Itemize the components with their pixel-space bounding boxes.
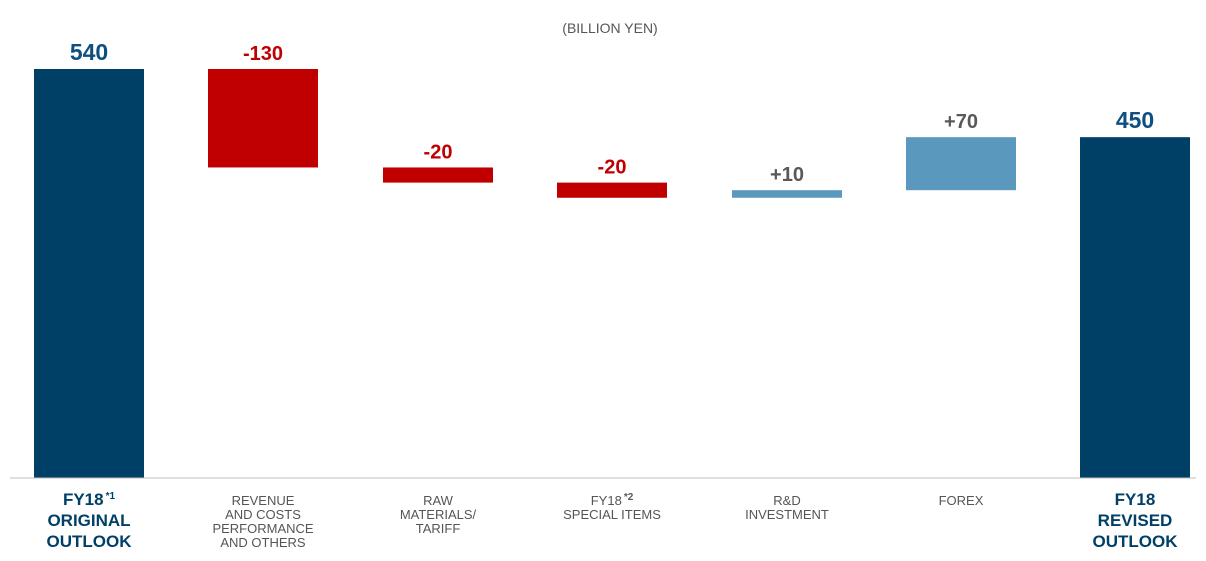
category-label-text: PERFORMANCE [212, 521, 314, 536]
value-label-0: 540 [70, 39, 108, 65]
category-label-line: MATERIALS/ [363, 508, 513, 522]
category-label-text: REVENUE [231, 493, 295, 508]
value-label-6: 450 [1116, 107, 1154, 133]
category-label-text: OUTLOOK [1092, 532, 1178, 551]
category-label-text: ORIGINAL [47, 511, 131, 530]
category-label-line: RAW [363, 494, 513, 508]
category-label-line: REVENUE [188, 494, 338, 508]
value-label-4: +10 [770, 164, 804, 186]
category-label-text: FY18 [1114, 490, 1156, 509]
category-label-text: R&D [773, 493, 801, 508]
category-label-line: FY18 [1060, 489, 1206, 510]
category-label-line: ORIGINAL [14, 510, 164, 531]
value-label-5: +70 [944, 111, 978, 133]
category-label-line: REVISED [1060, 510, 1206, 531]
category-label-line: AND COSTS [188, 508, 338, 522]
category-label-text: FOREX [938, 493, 984, 508]
value-labels-layer: 540 -130 -20 -20 +10 +70 450 [70, 39, 1154, 186]
category-label-line: R&D [712, 494, 862, 508]
category-label-6: FY18 REVISED OUTLOOK [1060, 489, 1206, 552]
category-label-text: MATERIALS/ [399, 507, 477, 522]
footnote-marker: *1 [105, 491, 116, 502]
value-label-3: -20 [598, 157, 627, 179]
category-label-5: FOREX [886, 494, 1036, 508]
category-label-line: OUTLOOK [1060, 531, 1206, 552]
category-label-line: PERFORMANCE [188, 522, 338, 536]
category-label-line: INVESTMENT [712, 508, 862, 522]
category-label-text: OUTLOOK [46, 532, 132, 551]
category-label-line: FY18 *1 [14, 489, 164, 510]
bar-1 [208, 69, 318, 168]
bar-4 [732, 190, 842, 198]
value-label-2: -20 [424, 141, 453, 163]
value-label-1: -130 [243, 43, 283, 65]
category-label-text: FY18 [62, 490, 104, 509]
category-label-text: RAW [423, 493, 453, 508]
category-label-4: R&D INVESTMENT [712, 494, 862, 522]
category-label-line: FY18 *2 [537, 492, 687, 508]
category-label-line: SPECIAL ITEMS [537, 508, 687, 522]
bars-layer [34, 69, 1190, 478]
unit-label: (BILLION YEN) [562, 20, 657, 36]
category-label-text: TARIFF [415, 521, 461, 536]
bar-3 [557, 182, 667, 198]
category-label-line: TARIFF [363, 522, 513, 536]
bar-2 [383, 167, 493, 183]
bar-6 [1080, 137, 1190, 478]
category-label-text: INVESTMENT [745, 507, 829, 522]
category-label-line: AND OTHERS [188, 536, 338, 550]
category-label-1: REVENUE AND COSTS PERFORMANCE AND OTHERS [188, 494, 338, 550]
footnote-marker: *2 [623, 492, 634, 503]
bar-0 [34, 69, 144, 478]
category-label-text: SPECIAL ITEMS [563, 507, 661, 522]
bar-5 [906, 137, 1016, 191]
category-label-text: REVISED [1097, 511, 1173, 530]
category-label-line: FOREX [886, 494, 1036, 508]
category-label-2: RAW MATERIALS/TARIFF [363, 494, 513, 536]
category-label-0: FY18 *1 ORIGINAL OUTLOOK [14, 489, 164, 552]
category-label-3: FY18 *2 SPECIAL ITEMS [537, 492, 687, 522]
category-label-text: FY18 [590, 493, 622, 508]
category-label-text: AND OTHERS [220, 535, 306, 550]
category-label-text: AND COSTS [225, 507, 301, 522]
category-label-line: OUTLOOK [14, 531, 164, 552]
